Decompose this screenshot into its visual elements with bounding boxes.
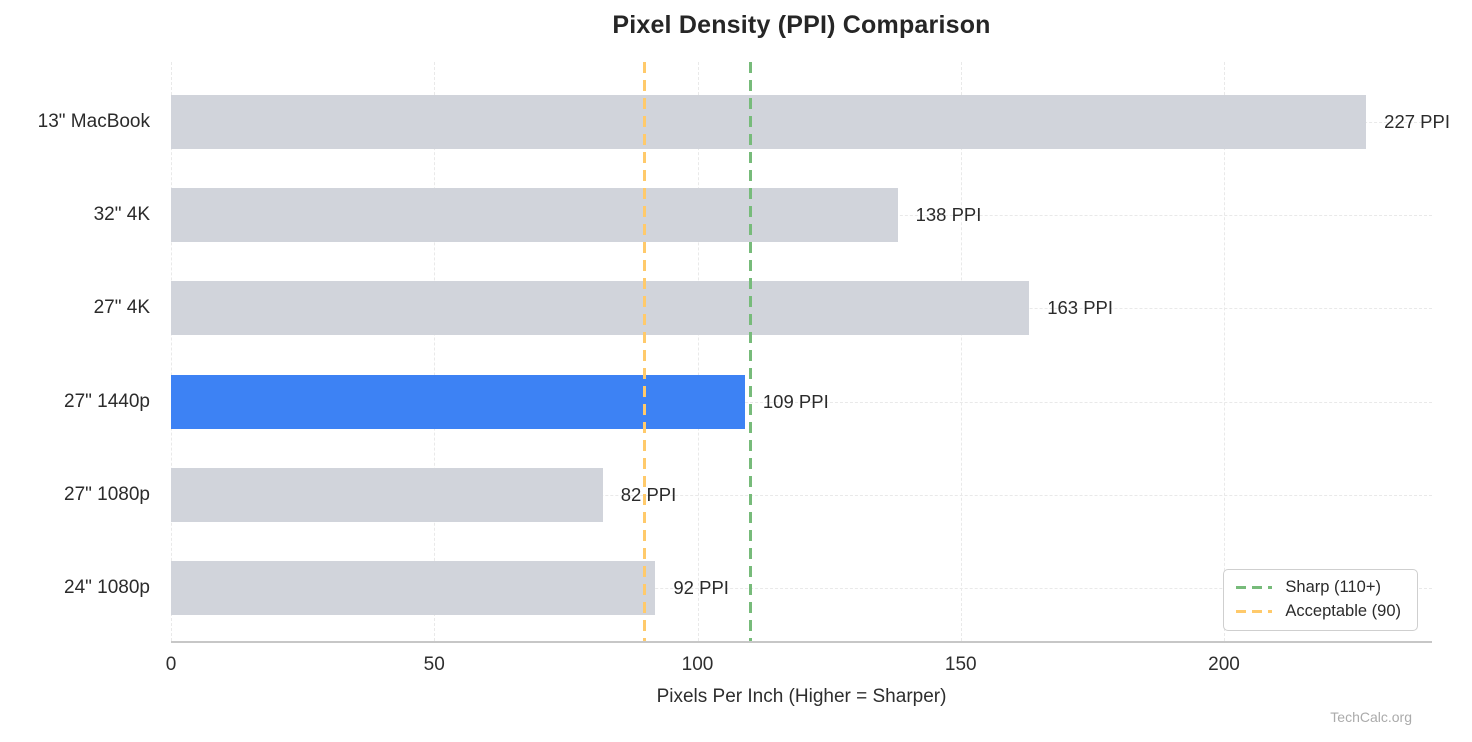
gridline-x-100 xyxy=(697,62,699,641)
x-tick-label: 200 xyxy=(1208,654,1240,675)
x-axis-label: Pixels Per Inch (Higher = Sharper) xyxy=(656,686,947,707)
value-label: 109 PPI xyxy=(762,390,829,412)
gridline-x-150 xyxy=(960,62,962,641)
gridline-x-50 xyxy=(434,62,436,641)
gridline-x-200 xyxy=(1224,62,1226,641)
bar-3 xyxy=(171,374,745,429)
gridline-row-3 xyxy=(171,401,1432,403)
legend-item-1: Acceptable (90) xyxy=(1236,602,1401,621)
legend: Sharp (110+) Acceptable (90) xyxy=(1223,569,1418,631)
x-tick-label: 0 xyxy=(165,654,177,675)
category-label: 27" 4K xyxy=(93,297,150,319)
category-label: 24" 1080p xyxy=(64,577,150,599)
x-tick-label: 150 xyxy=(944,654,977,675)
x-tick-label: 50 xyxy=(423,654,445,675)
x-tick-label: 100 xyxy=(681,654,714,675)
value-label: 92 PPI xyxy=(673,577,729,599)
bar-2 xyxy=(171,281,1030,336)
x-axis-line xyxy=(171,641,1432,643)
value-label: 163 PPI xyxy=(1047,297,1114,319)
chart-title: Pixel Density (PPI) Comparison xyxy=(612,11,991,39)
gridline-row-4 xyxy=(171,494,1432,496)
legend-dash-icon xyxy=(1236,610,1273,613)
value-label: 227 PPI xyxy=(1384,110,1450,132)
bar-1 xyxy=(171,187,898,242)
value-label: 82 PPI xyxy=(620,483,677,505)
bar-4 xyxy=(171,467,603,522)
category-label: 32" 4K xyxy=(93,203,150,225)
category-label: 27" 1080p xyxy=(64,483,150,505)
plot-area: 0 50 100 150 200 13" MacBook 227 PPI 32" 4K 138 … xyxy=(38,62,1450,675)
value-label: 138 PPI xyxy=(915,203,982,225)
category-label: 27" 1440p xyxy=(64,390,150,412)
bar-0 xyxy=(171,94,1367,149)
ref-line-0 xyxy=(748,62,752,641)
legend-label: Acceptable (90) xyxy=(1285,602,1401,620)
legend-item-0: Sharp (110+) xyxy=(1236,578,1401,597)
legend-dash-icon xyxy=(1236,586,1273,589)
watermark: TechCalc.org xyxy=(1330,709,1412,725)
bar-5 xyxy=(171,561,656,616)
gridline-x-0 xyxy=(171,62,172,641)
gridline-row-5 xyxy=(171,588,1432,590)
legend-label: Sharp (110+) xyxy=(1285,578,1381,596)
ref-line-1 xyxy=(643,62,647,641)
category-label: 13" MacBook xyxy=(37,110,150,132)
